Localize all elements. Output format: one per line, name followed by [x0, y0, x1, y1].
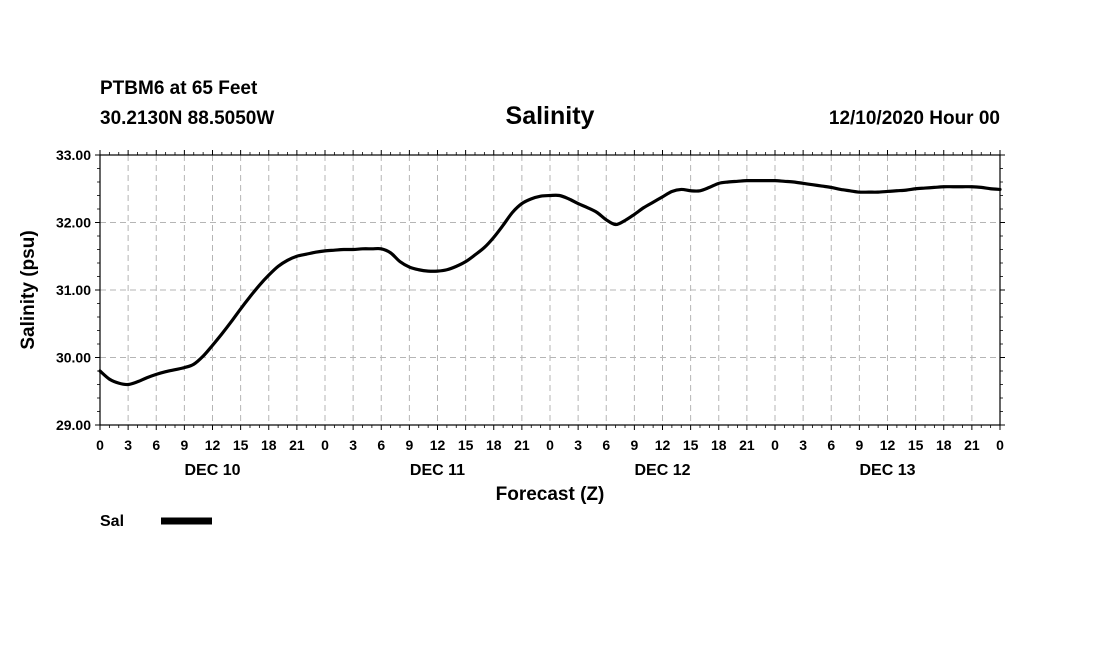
y-axis-ticks: 29.00 30.00 31.00 32.00 33.00 — [56, 147, 1005, 433]
series-line-sal — [98, 179, 1002, 387]
x-tick-label: 0 — [96, 437, 104, 453]
x-tick-label: 6 — [152, 437, 160, 453]
y-tick-label: 33.00 — [56, 147, 91, 163]
x-tick-label: 9 — [405, 437, 413, 453]
chart-title: Salinity — [506, 102, 595, 130]
x-tick-label: 6 — [377, 437, 385, 453]
run-time-label: 12/10/2020 Hour 00 — [829, 108, 1000, 129]
x-tick-label: 12 — [880, 437, 896, 453]
x-tick-label: 15 — [908, 437, 924, 453]
x-tick-label: 15 — [683, 437, 699, 453]
x-tick-label: 3 — [799, 437, 807, 453]
day-label: DEC 11 — [410, 462, 465, 479]
plot-frame — [99, 154, 1001, 426]
day-label: DEC 12 — [634, 462, 690, 479]
day-labels: DEC 10 DEC 11 DEC 12 DEC 13 — [184, 462, 915, 479]
x-tick-label: 6 — [602, 437, 610, 453]
x-tick-label: 9 — [855, 437, 863, 453]
x-tick-label: 18 — [711, 437, 727, 453]
x-tick-label: 18 — [261, 437, 277, 453]
x-tick-label: 12 — [205, 437, 221, 453]
y-tick-label: 32.00 — [56, 215, 91, 231]
x-tick-label: 0 — [771, 437, 779, 453]
station-label: PTBM6 at 65 Feet — [100, 78, 258, 99]
x-tick-label: 0 — [546, 437, 554, 453]
x-axis-label: Forecast (Z) — [496, 484, 605, 505]
x-tick-label: 15 — [458, 437, 474, 453]
x-tick-label: 3 — [349, 437, 357, 453]
day-label: DEC 13 — [859, 462, 915, 479]
x-tick-label: 18 — [936, 437, 952, 453]
x-tick-label: 12 — [655, 437, 671, 453]
y-tick-label: 31.00 — [56, 282, 91, 298]
y-tick-label: 30.00 — [56, 350, 91, 366]
x-tick-label: 12 — [430, 437, 446, 453]
x-tick-label: 21 — [514, 437, 530, 453]
x-tick-label: 21 — [289, 437, 305, 453]
x-tick-label: 3 — [574, 437, 582, 453]
legend: Sal — [100, 513, 212, 530]
x-tick-label: 9 — [180, 437, 188, 453]
y-axis-label: Salinity (psu) — [18, 230, 39, 349]
series-group — [98, 179, 1002, 387]
day-label: DEC 10 — [184, 462, 240, 479]
x-tick-label: 3 — [124, 437, 132, 453]
x-tick-label: 18 — [486, 437, 502, 453]
grid-lines — [100, 155, 1000, 425]
legend-label-sal: Sal — [100, 513, 124, 530]
x-tick-label: 15 — [233, 437, 249, 453]
x-tick-label: 6 — [827, 437, 835, 453]
x-tick-label: 21 — [964, 437, 980, 453]
location-label: 30.2130N 88.5050W — [100, 108, 274, 129]
x-tick-label: 9 — [630, 437, 638, 453]
x-axis-ticks: 0 3 6 9 12 15 18 21 0 3 6 9 12 15 18 21 0 3 6 9 12 15 18 21 0 3 6 9… — [96, 150, 1004, 453]
x-tick-label: 0 — [321, 437, 329, 453]
x-tick-label: 0 — [996, 437, 1004, 453]
y-tick-label: 29.00 — [56, 417, 91, 433]
x-tick-label: 21 — [739, 437, 755, 453]
